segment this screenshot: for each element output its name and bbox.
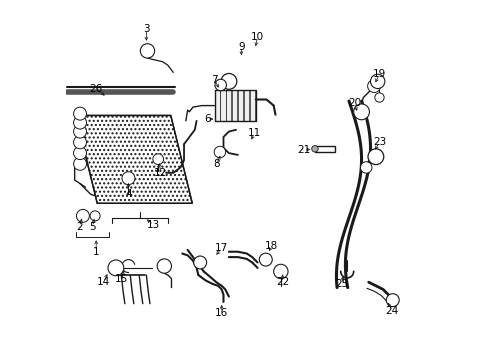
Text: 24: 24 [386,306,399,316]
Text: 14: 14 [97,277,110,287]
Text: 11: 11 [247,129,261,138]
Bar [215,90,220,121]
Text: 18: 18 [265,241,278,251]
Circle shape [90,211,100,221]
Circle shape [74,147,87,159]
Text: 21: 21 [297,144,311,154]
Text: 5: 5 [89,222,96,231]
Text: 7: 7 [211,75,218,85]
Circle shape [368,149,384,165]
Circle shape [361,162,372,173]
Circle shape [74,157,87,170]
Circle shape [122,172,135,185]
Text: 9: 9 [238,42,245,52]
Bar [232,90,237,121]
Circle shape [386,294,399,307]
Circle shape [74,125,87,138]
Circle shape [221,73,237,89]
Circle shape [140,44,155,58]
Text: 15: 15 [115,274,128,284]
Bar [220,90,225,121]
Circle shape [368,80,381,93]
Bar [315,145,335,152]
Bar [226,90,231,121]
Circle shape [259,253,272,266]
Circle shape [354,104,369,120]
Circle shape [74,107,87,120]
Circle shape [74,116,87,129]
Text: 26: 26 [90,84,103,94]
Text: 22: 22 [276,277,289,287]
Bar [244,90,249,121]
Circle shape [375,93,384,102]
Circle shape [312,145,318,152]
Text: 19: 19 [373,69,386,79]
Circle shape [108,260,124,276]
Text: 6: 6 [204,114,211,124]
Text: 17: 17 [215,243,228,253]
Circle shape [215,79,226,91]
Bar [238,90,243,121]
Text: 23: 23 [373,138,386,147]
Text: 25: 25 [335,279,348,289]
Circle shape [214,146,225,158]
Circle shape [157,259,171,273]
Circle shape [194,256,207,269]
Text: 10: 10 [251,32,264,41]
Text: 2: 2 [76,222,83,231]
Text: 8: 8 [213,159,220,169]
Polygon shape [76,116,192,203]
Text: 1: 1 [93,247,99,257]
Bar [215,90,256,121]
Text: 13: 13 [147,220,160,230]
Text: 16: 16 [215,308,228,318]
Circle shape [153,154,164,165]
Text: 4: 4 [125,189,132,199]
Text: 20: 20 [348,98,361,108]
Circle shape [274,264,288,279]
Circle shape [370,74,385,89]
Circle shape [74,136,87,149]
Text: 12: 12 [154,168,168,178]
Text: 3: 3 [143,24,149,35]
Circle shape [76,210,89,222]
Bar [250,90,255,121]
